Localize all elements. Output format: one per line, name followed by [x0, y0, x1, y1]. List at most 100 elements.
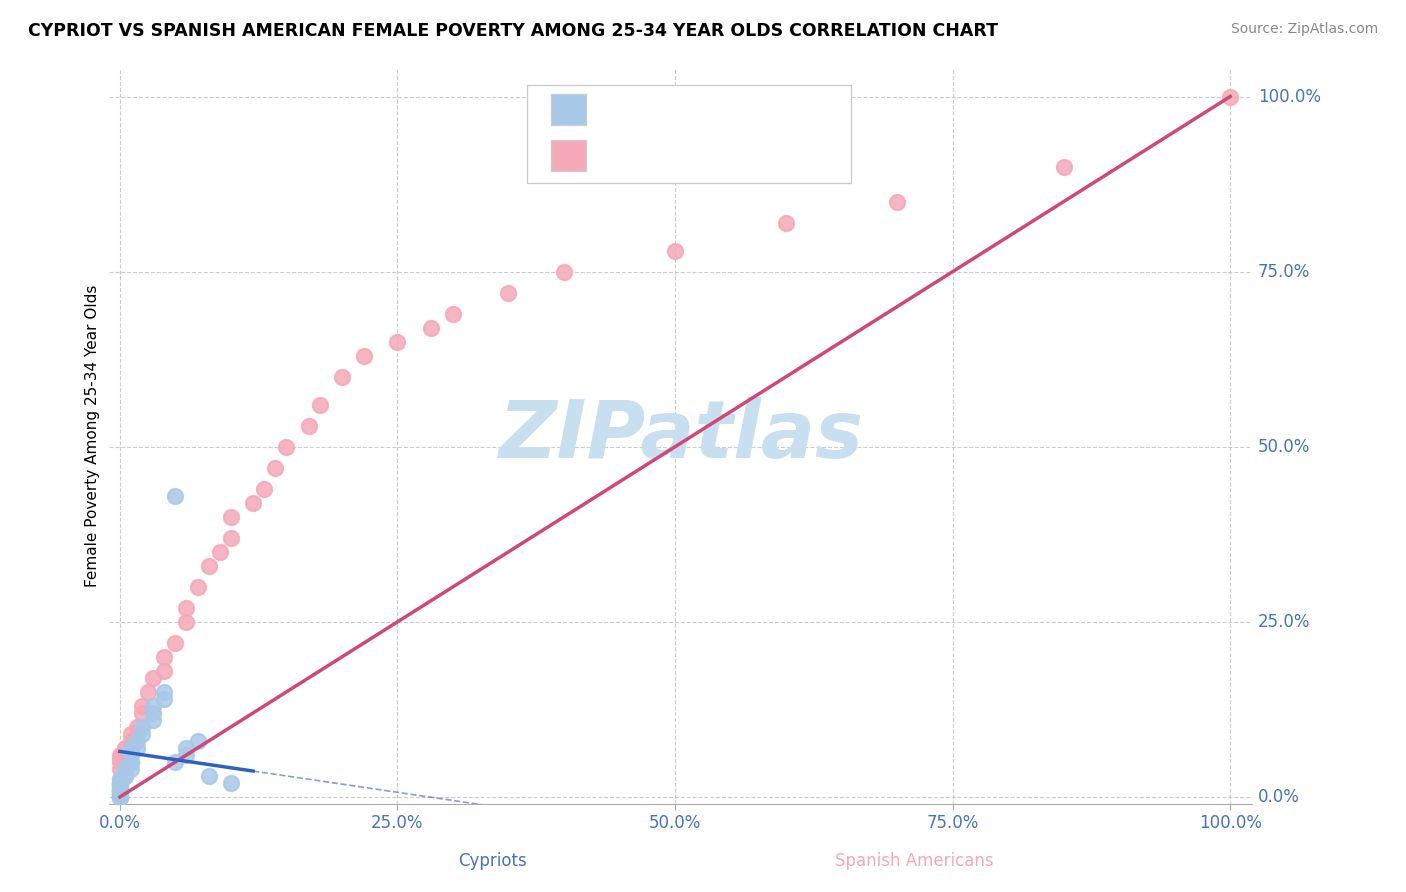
- Point: [187, 734, 209, 748]
- Point: [176, 747, 198, 762]
- Point: [176, 741, 198, 756]
- Point: [187, 580, 209, 594]
- Point: [108, 789, 131, 804]
- Point: [108, 755, 131, 769]
- Text: Cypriots: Cypriots: [458, 852, 526, 870]
- Point: [108, 789, 131, 804]
- Point: [219, 776, 242, 790]
- Point: [120, 727, 142, 741]
- Y-axis label: Female Poverty Among 25-34 Year Olds: Female Poverty Among 25-34 Year Olds: [86, 285, 100, 588]
- Point: [108, 785, 131, 799]
- Point: [120, 747, 142, 762]
- Point: [108, 787, 131, 801]
- Point: [419, 320, 441, 334]
- Point: [114, 741, 136, 756]
- Point: [153, 685, 176, 699]
- Text: Spanish Americans: Spanish Americans: [835, 852, 993, 870]
- Point: [108, 772, 131, 787]
- Point: [108, 776, 131, 790]
- Point: [176, 615, 198, 629]
- Point: [108, 780, 131, 794]
- Text: ZIPatlas: ZIPatlas: [498, 397, 863, 475]
- Point: [114, 769, 136, 783]
- Point: [125, 741, 148, 756]
- Point: [176, 600, 198, 615]
- Point: [108, 781, 131, 796]
- Point: [120, 755, 142, 769]
- Point: [120, 741, 142, 756]
- Point: [219, 531, 242, 545]
- Point: [165, 755, 187, 769]
- Point: [165, 636, 187, 650]
- Point: [108, 784, 131, 798]
- Point: [108, 789, 131, 804]
- Point: [114, 765, 136, 780]
- Point: [242, 496, 264, 510]
- Point: [108, 789, 131, 804]
- Point: [775, 216, 797, 230]
- Point: [142, 706, 165, 720]
- Point: [197, 769, 219, 783]
- Point: [108, 777, 131, 791]
- Point: [153, 664, 176, 678]
- Point: [387, 334, 409, 349]
- Point: [264, 460, 287, 475]
- Point: [131, 720, 153, 734]
- Text: 100.0%: 100.0%: [1258, 87, 1322, 105]
- Point: [120, 755, 142, 769]
- Point: [108, 789, 131, 804]
- Point: [553, 265, 575, 279]
- Point: [108, 783, 131, 797]
- Point: [120, 734, 142, 748]
- Point: [131, 706, 153, 720]
- Point: [108, 776, 131, 790]
- Point: [276, 440, 298, 454]
- Point: [108, 762, 131, 776]
- Point: [498, 285, 520, 300]
- Text: R =  0.675   N = 41: R = 0.675 N = 41: [600, 146, 776, 164]
- Text: Source: ZipAtlas.com: Source: ZipAtlas.com: [1230, 22, 1378, 37]
- Text: R = -0.091   N = 50: R = -0.091 N = 50: [600, 100, 778, 118]
- Point: [1053, 160, 1076, 174]
- Text: 25.0%: 25.0%: [1258, 613, 1310, 631]
- Point: [125, 734, 148, 748]
- Point: [108, 781, 131, 796]
- Point: [120, 762, 142, 776]
- Point: [108, 783, 131, 797]
- Point: [153, 692, 176, 706]
- Point: [165, 489, 187, 503]
- Point: [197, 558, 219, 573]
- Text: 50.0%: 50.0%: [1258, 438, 1310, 456]
- Point: [298, 418, 321, 433]
- Point: [142, 671, 165, 685]
- Point: [308, 398, 330, 412]
- Point: [108, 772, 131, 787]
- Text: 0.0%: 0.0%: [1258, 788, 1299, 806]
- Point: [136, 685, 159, 699]
- Point: [108, 789, 131, 804]
- Point: [108, 789, 131, 804]
- Text: 75.0%: 75.0%: [1258, 262, 1310, 281]
- Point: [219, 509, 242, 524]
- Point: [108, 789, 131, 804]
- Point: [108, 787, 131, 801]
- Point: [208, 545, 231, 559]
- Point: [1219, 89, 1241, 103]
- Point: [441, 307, 464, 321]
- Point: [108, 751, 131, 765]
- Point: [125, 720, 148, 734]
- Point: [108, 780, 131, 794]
- Point: [131, 698, 153, 713]
- Point: [108, 778, 131, 792]
- Point: [108, 747, 131, 762]
- Point: [664, 244, 686, 258]
- Point: [131, 727, 153, 741]
- Point: [114, 769, 136, 783]
- Point: [142, 698, 165, 713]
- Point: [114, 762, 136, 776]
- Point: [353, 349, 375, 363]
- Point: [153, 649, 176, 664]
- Point: [330, 369, 353, 384]
- Point: [108, 783, 131, 797]
- Point: [108, 789, 131, 804]
